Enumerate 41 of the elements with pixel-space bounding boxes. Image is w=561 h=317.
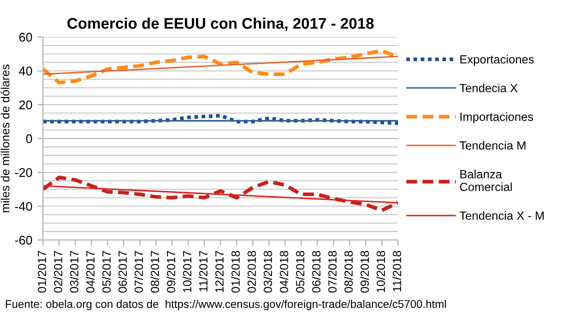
x-tick-label: 05/2017: [102, 251, 111, 293]
x-tick-label: 12/2017: [214, 251, 224, 292]
legend-label: Importaciones: [460, 112, 534, 124]
line-series: [43, 176, 398, 212]
x-tick-label: 06/2018: [312, 250, 320, 293]
y-tick-label: 60: [19, 32, 32, 42]
x-tick-label: 11/2018: [392, 250, 402, 292]
y-tick-label: -60: [15, 236, 32, 245]
y-axis-title: miles de millones de dólares: [0, 64, 10, 212]
source-note: Fuente: obela.org con datos de https://www.census.gov/foreign-trade/balance/c5700.html: [6, 300, 446, 310]
legend-label: Balanza Comercial: [460, 170, 512, 192]
x-tick-label: 06/2017: [118, 251, 127, 293]
line-series: [43, 114, 398, 126]
legend-label: Exportaciones: [460, 54, 534, 66]
y-tick-label: 0: [26, 134, 32, 144]
x-tick-label: 08/2018: [344, 250, 353, 293]
x-tick-label: 01/2017: [38, 251, 46, 293]
x-tick-label: 03/2017: [70, 251, 78, 293]
y-tick-label: -20: [15, 168, 32, 177]
chart-title: Comercio de EEUU con China, 2017 - 2018: [67, 18, 374, 32]
x-tick-label: 09/2018: [360, 250, 369, 293]
legend-label: Tendecia X: [460, 84, 518, 92]
x-tick-label: 05/2018: [296, 250, 304, 293]
x-tick-label: 11/2017: [198, 251, 208, 292]
x-tick-label: 07/2018: [328, 250, 337, 293]
x-tick-label: 07/2017: [134, 251, 143, 293]
legend-label: Tendencia M: [460, 140, 526, 150]
x-tick-label: 04/2018: [280, 250, 288, 293]
y-tick-label: 40: [18, 66, 32, 76]
x-tick-label: 02/2017: [54, 251, 62, 293]
x-tick-label: 04/2017: [86, 251, 95, 293]
x-tick-label: 08/2017: [150, 251, 160, 293]
y-tick-label: 20: [19, 100, 32, 110]
x-tick-label: 03/2018: [263, 250, 272, 293]
legend-label: Tendencia X - M: [460, 211, 544, 220]
x-tick-label: 01/2018: [231, 250, 240, 293]
y-tick-label: -40: [15, 202, 32, 211]
x-tick-label: 09/2017: [166, 251, 176, 293]
x-tick-label: 10/2017: [182, 251, 192, 292]
x-tick-label: 10/2018: [376, 250, 386, 292]
x-tick-label: 02/2018: [247, 250, 256, 293]
